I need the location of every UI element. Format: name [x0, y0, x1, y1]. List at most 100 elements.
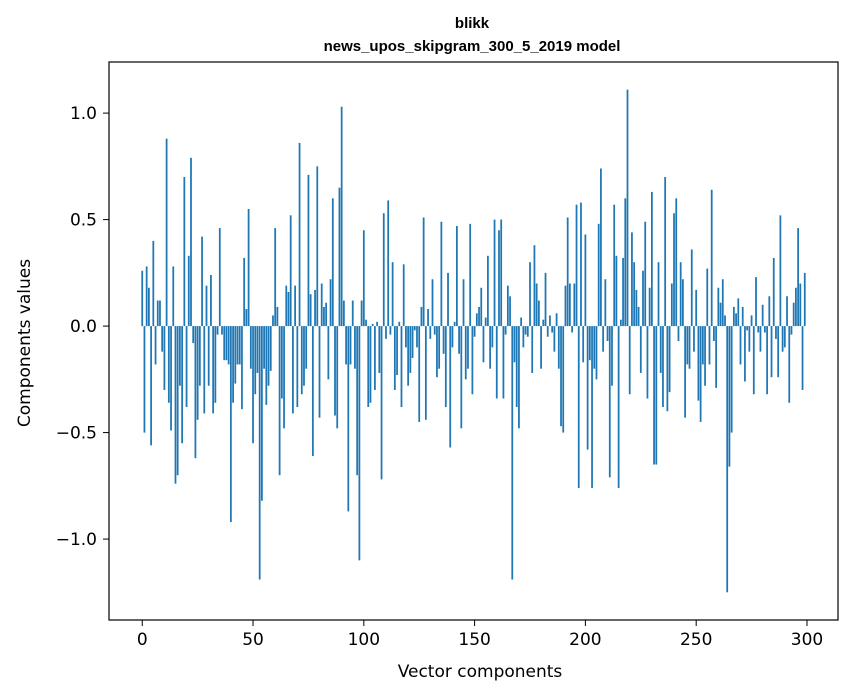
bar-component-225 — [639, 326, 642, 373]
y-axis-label: Components values — [15, 259, 35, 427]
bar-component-237 — [666, 326, 669, 412]
bar-component-84 — [327, 326, 330, 380]
bars-group — [141, 89, 806, 593]
bar-component-183 — [546, 326, 549, 337]
bar-component-110 — [385, 326, 387, 339]
bar-component-278 — [757, 326, 760, 333]
bar-component-279 — [759, 326, 762, 352]
bar-component-6 — [154, 326, 157, 365]
bar-component-105 — [374, 326, 376, 390]
bar-component-178 — [535, 283, 538, 327]
bar-component-169 — [515, 326, 518, 408]
bar-component-136 — [442, 326, 445, 354]
bar-component-250 — [695, 289, 698, 327]
bar-component-285 — [772, 257, 775, 327]
bar-component-213 — [613, 204, 616, 327]
bar-component-94 — [349, 326, 352, 365]
bar-component-103 — [369, 326, 372, 403]
bar-component-220 — [628, 326, 631, 395]
bar-component-31 — [210, 274, 212, 327]
bar-component-227 — [644, 221, 647, 327]
bar-component-252 — [699, 326, 702, 422]
bar-component-89 — [338, 187, 341, 327]
bar-component-28 — [203, 326, 206, 414]
bar-component-187 — [555, 313, 558, 327]
bar-component-171 — [520, 317, 523, 327]
bar-component-37 — [223, 326, 226, 361]
bar-component-157 — [489, 326, 491, 369]
bar-component-276 — [752, 326, 755, 395]
bar-component-216 — [619, 319, 622, 327]
bar-component-221 — [631, 232, 633, 327]
bar-component-231 — [653, 326, 655, 465]
bar-component-17 — [179, 326, 181, 386]
bar-component-23 — [192, 326, 195, 344]
bar-component-51 — [254, 326, 257, 395]
bar-component-44 — [238, 326, 241, 365]
chart-subtitle: news_upos_skipgram_300_5_2019 model — [324, 38, 621, 55]
bar-component-76 — [309, 294, 312, 327]
bar-component-80 — [318, 326, 321, 418]
bar-component-223 — [635, 289, 638, 327]
bar-component-282 — [766, 326, 768, 395]
bar-component-214 — [615, 255, 618, 327]
bar-component-20 — [185, 326, 188, 408]
bar-component-192 — [566, 217, 569, 327]
bar-component-260 — [717, 287, 720, 327]
bar-component-167 — [511, 326, 514, 580]
bar-component-97 — [356, 326, 359, 476]
bar-component-95 — [351, 300, 354, 327]
bar-component-56 — [265, 326, 268, 405]
bar-component-58 — [269, 326, 272, 371]
bar-component-281 — [763, 326, 766, 333]
bar-component-118 — [402, 264, 405, 327]
bar-component-206 — [597, 223, 600, 327]
bar-component-16 — [176, 326, 179, 476]
bar-component-144 — [460, 326, 463, 429]
bar-component-3 — [148, 287, 150, 327]
bar-component-212 — [611, 326, 613, 386]
bar-component-34 — [216, 326, 219, 335]
bar-component-170 — [518, 326, 520, 429]
bar-component-166 — [509, 296, 511, 327]
bar-component-151 — [475, 313, 478, 327]
bar-component-74 — [305, 326, 308, 369]
bar-component-137 — [444, 326, 447, 408]
bar-component-228 — [646, 326, 649, 399]
bar-component-186 — [553, 326, 556, 352]
bar-component-232 — [655, 326, 658, 465]
x-tick-label: 150 — [458, 630, 490, 650]
bar-component-79 — [316, 166, 319, 327]
bar-component-131 — [431, 279, 434, 327]
bar-component-1 — [143, 326, 146, 433]
bar-component-122 — [411, 326, 414, 359]
bar-component-120 — [407, 326, 410, 386]
bar-component-222 — [633, 262, 636, 327]
bar-component-112 — [389, 326, 392, 335]
bar-component-106 — [376, 321, 378, 327]
bar-component-70 — [296, 326, 299, 408]
bar-component-71 — [298, 142, 301, 327]
bar-component-0 — [141, 270, 144, 327]
bar-component-297 — [799, 283, 802, 327]
bar-component-161 — [498, 230, 500, 327]
bar-component-109 — [382, 213, 385, 327]
bar-component-241 — [675, 198, 678, 327]
bar-component-81 — [320, 283, 323, 327]
bar-component-173 — [524, 326, 527, 335]
bar-component-26 — [198, 326, 201, 386]
bar-component-264 — [726, 326, 729, 593]
bar-component-126 — [420, 306, 423, 327]
bar-component-208 — [602, 326, 605, 352]
bar-component-205 — [595, 326, 598, 380]
bar-component-59 — [272, 315, 274, 327]
bar-component-139 — [449, 326, 452, 448]
bar-component-39 — [227, 326, 230, 365]
bar-component-100 — [362, 230, 365, 327]
bar-component-36 — [221, 326, 223, 335]
bar-component-22 — [190, 157, 192, 327]
bar-component-185 — [551, 326, 554, 333]
bar-component-12 — [167, 326, 170, 403]
bar-component-29 — [205, 285, 208, 327]
